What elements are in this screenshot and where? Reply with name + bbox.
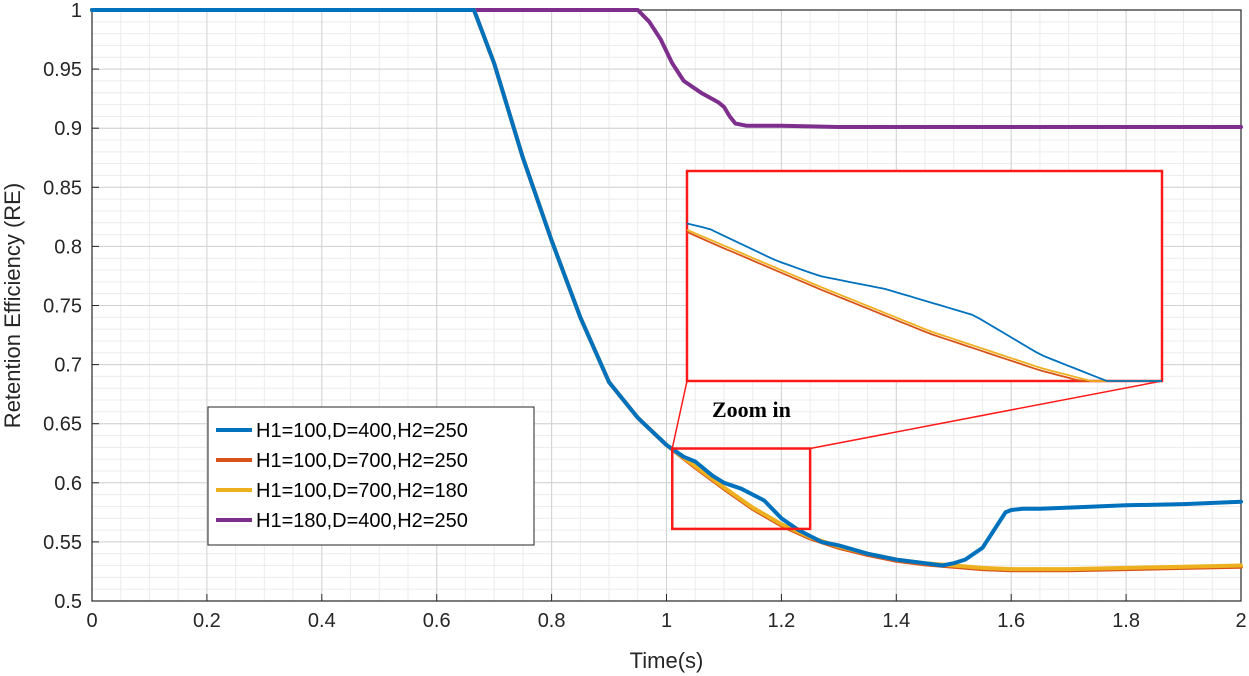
y-axis-title: Retention Efficiency (RE) — [0, 183, 25, 428]
y-tick-label: 0.7 — [54, 355, 82, 377]
series-line-4 — [90, 8, 1243, 129]
y-tick-label: 0.55 — [43, 532, 82, 554]
zoom-series-line-3 — [686, 228, 1162, 382]
zoom-label: Zoom in — [712, 397, 791, 422]
x-axis-ticks: 0 0.2 0.4 0.6 0.8 1 1.2 1.4 1.6 1.8 2 — [86, 594, 1247, 632]
x-tick-label: 0.6 — [423, 610, 451, 632]
zoom-series-line-1 — [686, 222, 1162, 382]
x-axis-title: Time(s) — [630, 648, 704, 673]
y-tick-label: 0.65 — [43, 414, 82, 436]
y-tick-label: 0.8 — [54, 236, 82, 258]
x-tick-label: 1.8 — [1112, 610, 1140, 632]
zoom-series-line-2 — [686, 231, 1162, 382]
zoom-connector-line — [671, 380, 688, 449]
x-tick-label: 0.4 — [308, 610, 336, 632]
y-tick-label: 0.75 — [43, 296, 82, 318]
x-tick-label: 1.4 — [882, 610, 910, 632]
x-tick-label: 2 — [1235, 610, 1246, 632]
x-tick-label: 1.2 — [767, 610, 795, 632]
y-tick-label: 0.6 — [54, 473, 82, 495]
legend-label-1: H1=100,D=400,H2=250 — [256, 420, 468, 442]
y-tick-label: 1 — [71, 0, 82, 22]
y-tick-label: 0.85 — [43, 177, 82, 199]
legend-label-4: H1=180,D=400,H2=250 — [256, 510, 468, 532]
zoom-connector-line — [809, 380, 1163, 450]
y-tick-label: 0.9 — [54, 118, 82, 140]
legend-box — [207, 406, 535, 546]
zoom-inset: Zoom in — [670, 169, 1164, 531]
legend: H1=100,D=400,H2=250 H1=100,D=700,H2=250 H1… — [207, 406, 535, 546]
legend-label-3: H1=100,D=700,H2=180 — [256, 480, 468, 502]
x-tick-label: 1 — [661, 610, 672, 632]
y-axis-ticks: 0.5 0.55 0.6 0.65 0.7 0.75 0.8 0.85 0.9 0.95 1 — [43, 0, 99, 613]
x-tick-label: 0.8 — [538, 610, 566, 632]
legend-label-2: H1=100,D=700,H2=250 — [256, 450, 468, 472]
x-tick-label: 1.6 — [997, 610, 1025, 632]
y-tick-label: 0.5 — [54, 591, 82, 613]
zoom-source-box — [670, 447, 812, 531]
zoom-inset-box — [685, 169, 1164, 383]
x-tick-label: 0.2 — [193, 610, 221, 632]
series-lines — [90, 8, 1243, 573]
x-tick-label: 0 — [86, 610, 97, 632]
y-tick-label: 0.95 — [43, 59, 82, 81]
series-line-1 — [90, 8, 1243, 568]
